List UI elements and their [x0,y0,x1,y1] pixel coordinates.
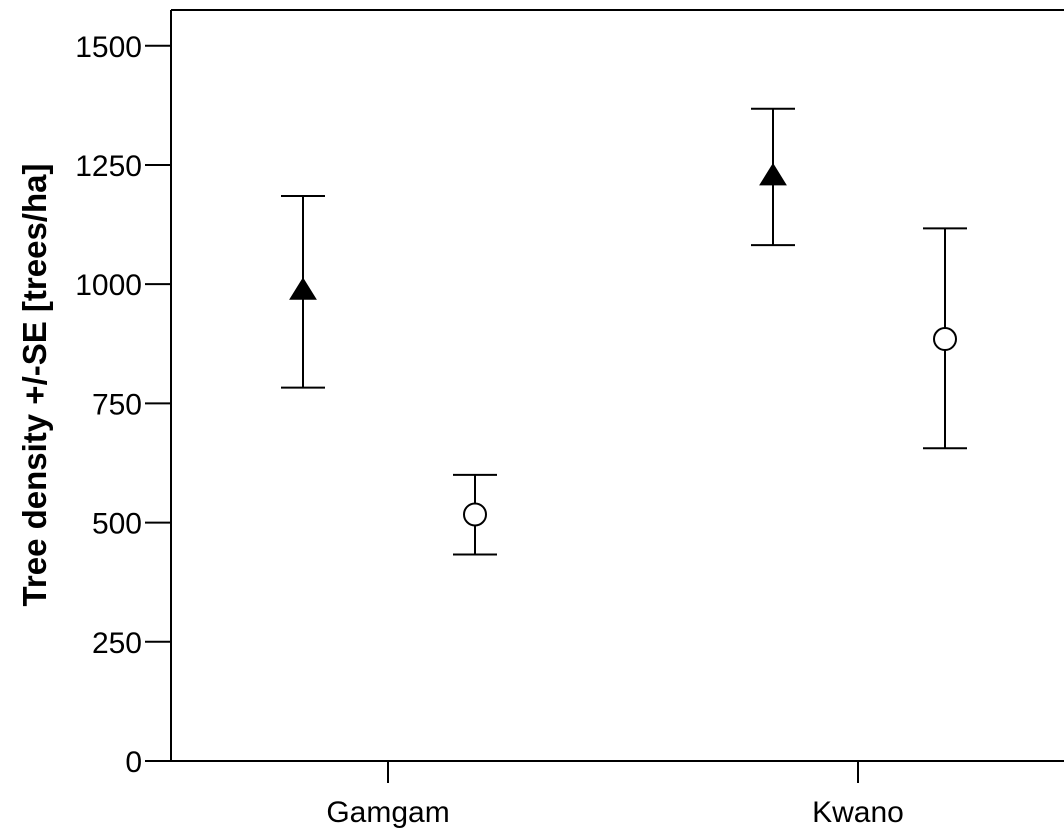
axes [170,9,1064,762]
mean-marker-triangle [289,277,317,300]
mean-marker-circle [463,502,487,527]
error-bar-point [751,107,795,247]
mean-marker-circle [933,327,957,352]
error-bar-point [281,194,325,389]
x-category-label: Gamgam [326,796,449,829]
y-tick-label: 0 [125,746,142,779]
y-axis-title: Tree density +/-SE [trees/ha] [16,164,53,607]
y-axis-ticks: 0 250 500 750 1000 1250 1500 [75,31,171,779]
data-marks [281,107,967,556]
y-tick-label: 750 [92,388,142,421]
error-bar-point [923,227,967,450]
y-tick-label: 1250 [75,150,142,183]
error-bar-point [453,473,497,556]
x-category-label: Kwano [812,796,904,829]
y-tick-label: 1500 [75,31,142,64]
x-axis-ticks: Gamgam Kwano [326,761,904,829]
y-tick-label: 250 [92,627,142,660]
y-tick-label: 500 [92,508,142,541]
mean-marker-triangle [759,162,787,186]
y-tick-label: 1000 [75,269,142,302]
